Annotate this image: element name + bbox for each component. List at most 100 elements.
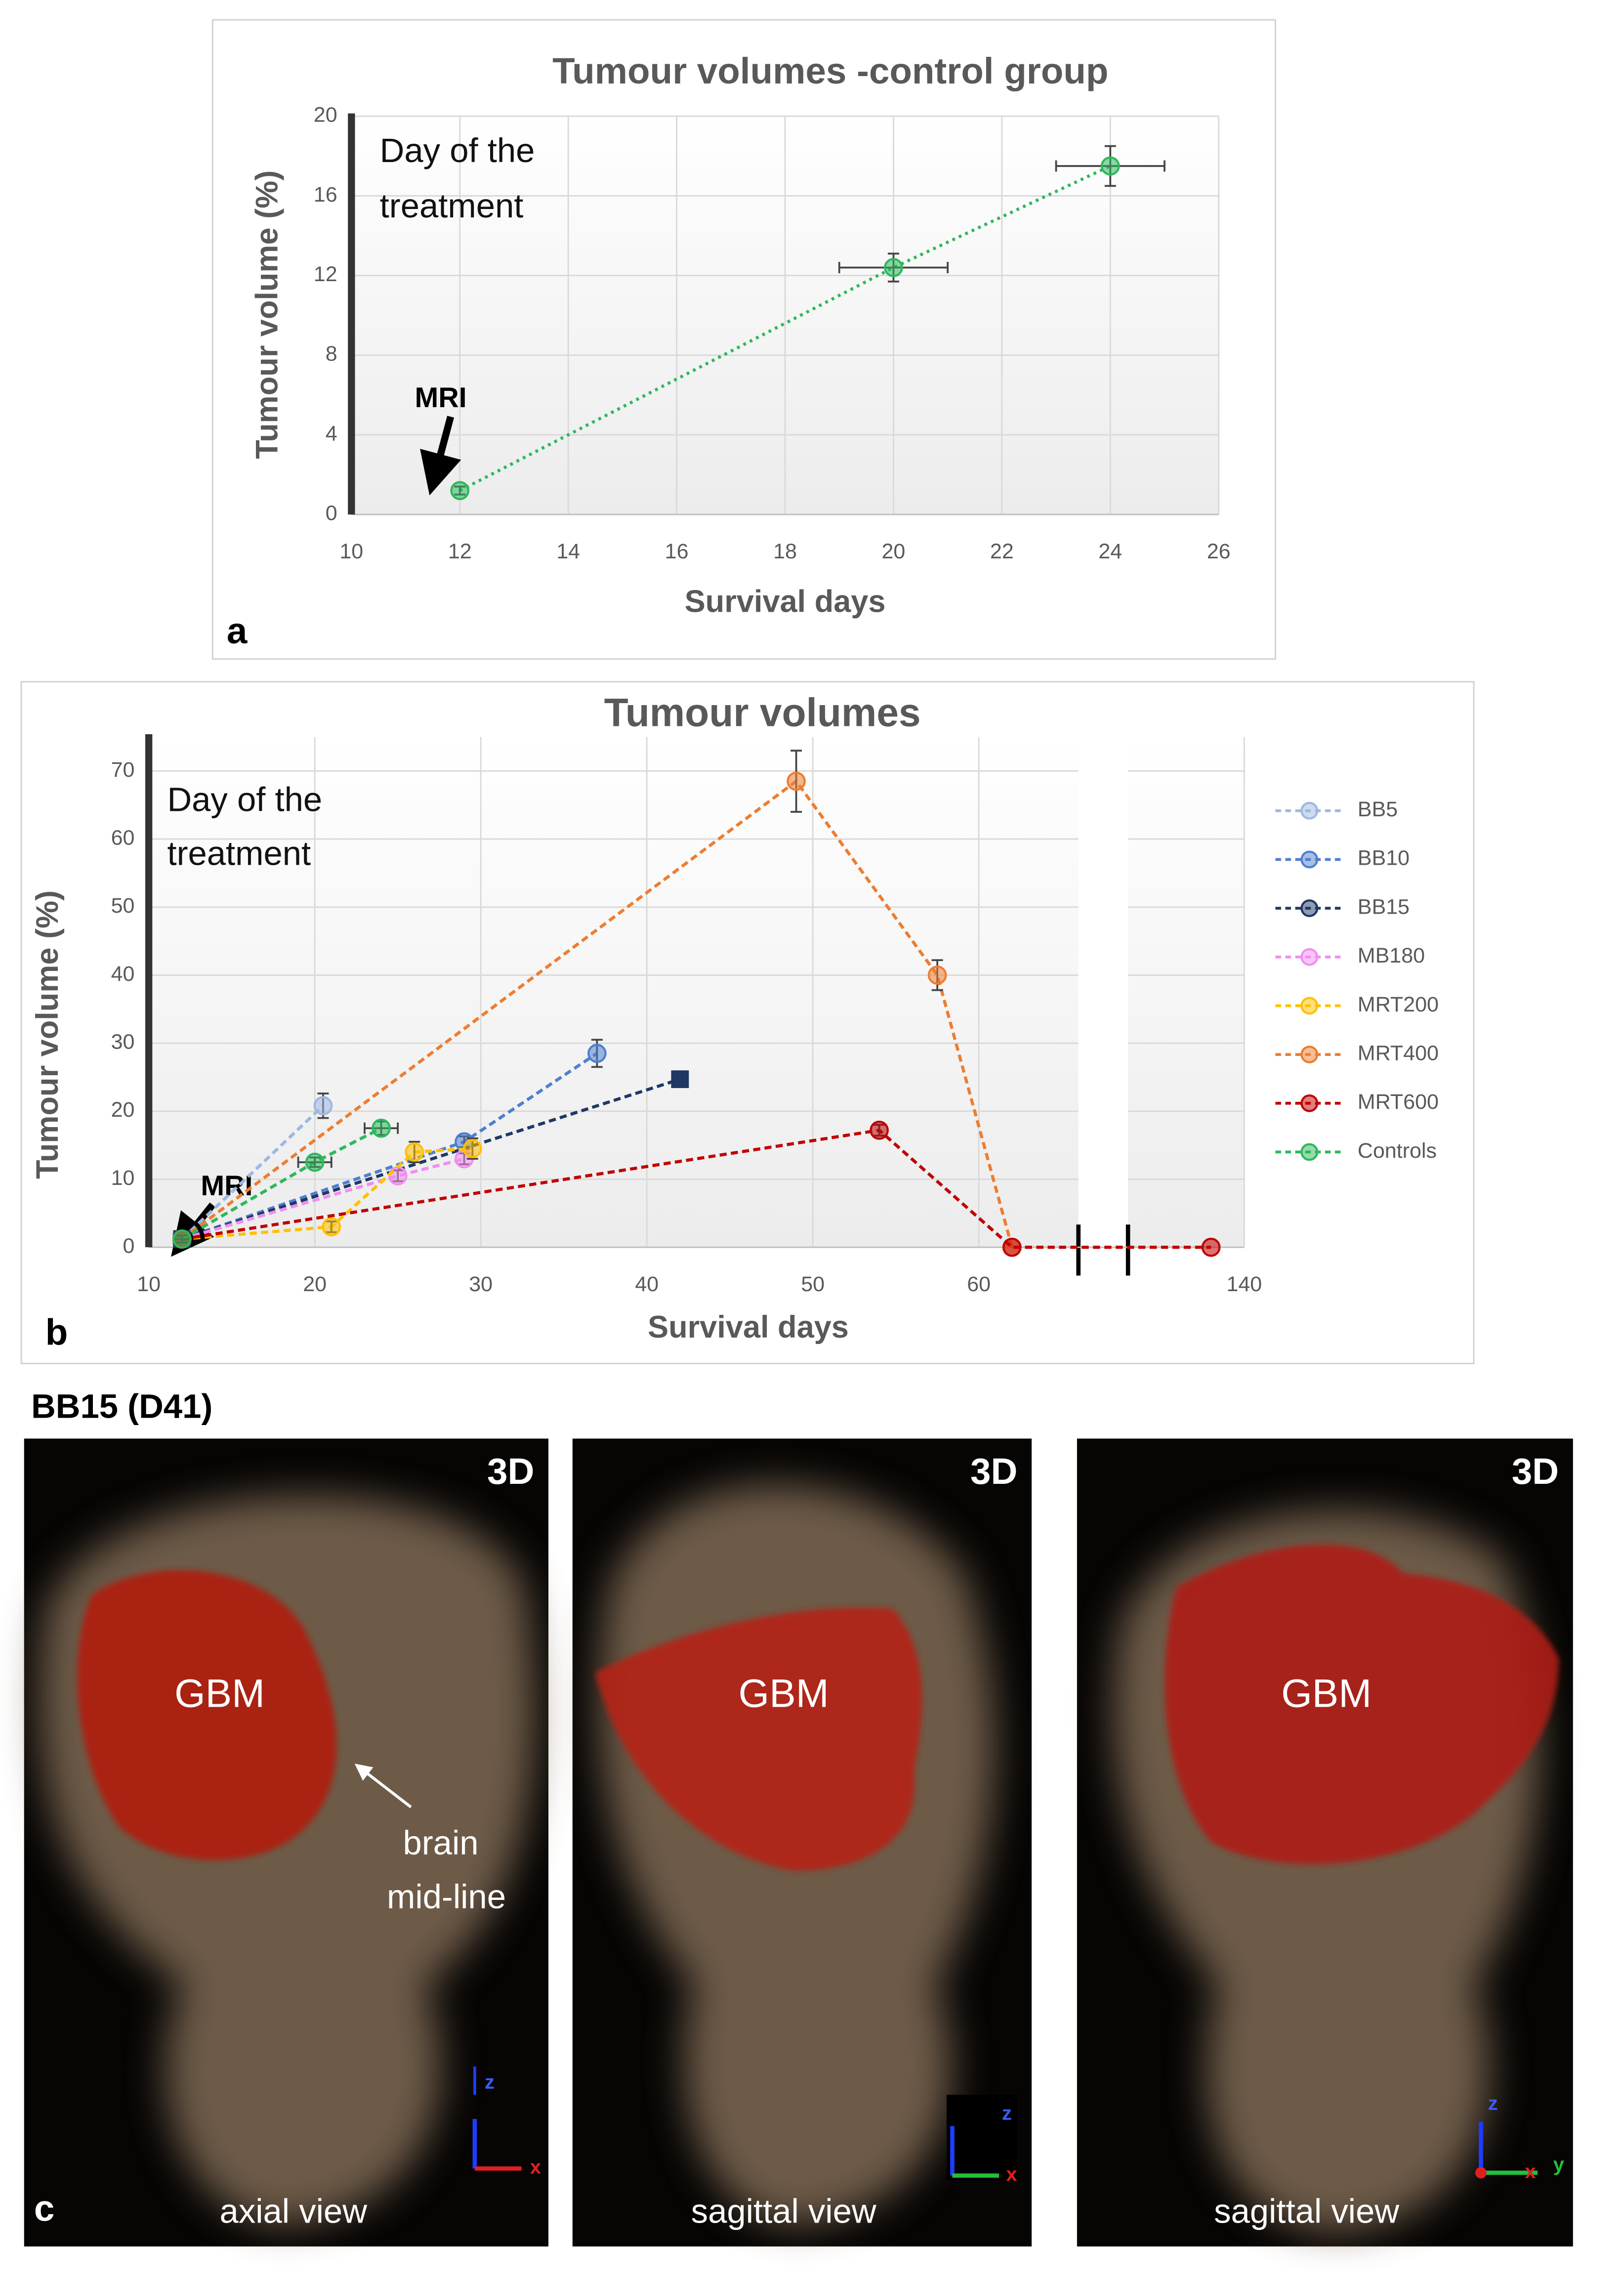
point [388, 1166, 408, 1185]
point [322, 1217, 341, 1237]
x-tick-label: 20 [881, 540, 905, 563]
series-line [459, 165, 1111, 492]
x-tick-label: 60 [967, 1272, 991, 1296]
series-line [181, 1157, 465, 1241]
y-axis-label: Tumour volume (%) [30, 890, 65, 1179]
point [1201, 1237, 1221, 1257]
annotation: Day of the [167, 781, 322, 819]
annotation: mid-line [387, 1878, 506, 1916]
chart-title: Tumour volumes [604, 691, 921, 735]
x-tick-label: 10 [137, 1272, 161, 1296]
point [587, 1044, 607, 1063]
axis-letter: x [530, 2156, 541, 2178]
axis-letter: x [1006, 2163, 1017, 2186]
legend-marker [1300, 1143, 1319, 1161]
y-tick-label: 20 [314, 103, 337, 127]
legend-marker [1300, 948, 1319, 966]
panel-label: c [34, 2187, 54, 2228]
axis-letter: y [1553, 2153, 1565, 2175]
badge: 3D [970, 1450, 1017, 1492]
point [884, 258, 903, 277]
annotation: treatment [380, 187, 524, 225]
x-tick-label: 30 [469, 1272, 493, 1296]
render-view [24, 1438, 549, 2247]
point [462, 1139, 482, 1158]
badge: 3D [1512, 1450, 1559, 1492]
tumour-label: GBM [1281, 1672, 1372, 1716]
series-line [182, 1147, 473, 1241]
chart-title: Tumour volumes -control group [552, 50, 1108, 91]
legend-label: MRT600 [1358, 1090, 1439, 1114]
point [305, 1152, 325, 1172]
point [172, 1229, 192, 1249]
series-line [181, 779, 1014, 1248]
y-tick-label: 16 [314, 183, 337, 207]
point [372, 1118, 391, 1138]
x-tick-label: 20 [303, 1272, 327, 1296]
x-tick-label: 50 [801, 1272, 825, 1296]
x-axis-label: Survival days [685, 585, 886, 619]
view-caption: sagittal view [691, 2192, 876, 2230]
axis-letter: z [1488, 2092, 1498, 2114]
y-tick-label: 20 [111, 1098, 135, 1122]
x-tick-label: 26 [1207, 540, 1231, 563]
point [927, 966, 947, 985]
axis-break [1078, 737, 1128, 1250]
legend-marker [1300, 899, 1319, 917]
render-view [572, 1438, 1032, 2247]
series-line [181, 1129, 1211, 1249]
series-line [181, 1078, 681, 1241]
y-tick-label: 40 [111, 962, 135, 986]
legend-label: BB10 [1358, 846, 1410, 870]
y-tick-label: 0 [123, 1234, 135, 1258]
legend-marker [1300, 1094, 1319, 1112]
legend-label: MB180 [1358, 944, 1425, 967]
annotation: MRI [415, 382, 466, 414]
axis-letter: z [1002, 2102, 1012, 2124]
render-view [1077, 1438, 1573, 2247]
view-caption: axial view [220, 2192, 368, 2230]
y-tick-label: 60 [111, 826, 135, 849]
legend-label: BB5 [1358, 798, 1398, 821]
legend-marker [1300, 997, 1319, 1015]
point [405, 1142, 424, 1162]
arrow [420, 416, 461, 496]
legend-marker [1300, 801, 1319, 820]
legend-label: BB15 [1358, 895, 1410, 919]
legend-label: MRT200 [1358, 993, 1439, 1016]
y-tick-label: 4 [326, 421, 337, 445]
y-tick-label: 10 [111, 1166, 135, 1190]
panel-title: BB15 (D41) [31, 1387, 212, 1425]
y-tick-label: 8 [326, 342, 337, 366]
x-tick-label: 10 [339, 540, 363, 563]
point [870, 1121, 889, 1140]
x-tick-label: 40 [635, 1272, 659, 1296]
x-tick-label: 140 [1226, 1272, 1262, 1296]
point [1100, 156, 1120, 176]
x-tick-label: 12 [448, 540, 472, 563]
axis-letter: z [485, 2071, 495, 2093]
x-tick-label: 24 [1098, 540, 1122, 563]
view-caption: sagittal view [1214, 2192, 1399, 2230]
legend-marker [1300, 850, 1319, 869]
point [787, 771, 806, 791]
point [313, 1096, 333, 1116]
panel-label: a [227, 610, 248, 651]
series-line [181, 1104, 325, 1240]
axis-letter: x [1525, 2160, 1536, 2183]
annotation: brain [403, 1824, 478, 1862]
tumour-label: GBM [739, 1672, 829, 1716]
point [1002, 1237, 1022, 1257]
legend-label: MRT400 [1358, 1041, 1439, 1065]
x-tick-label: 22 [990, 540, 1014, 563]
badge: 3D [487, 1450, 534, 1492]
panel-label: b [45, 1311, 68, 1353]
panel-c-texts: 3D GBM axial view z x 3D GBM sagittal view z x 3D G… [34, 1450, 1565, 2230]
y-axis-label: Tumour volume (%) [250, 170, 285, 459]
x-tick-label: 16 [665, 540, 689, 563]
legend-label: Controls [1358, 1139, 1437, 1163]
y-tick-label: 50 [111, 894, 135, 918]
y-tick-label: 12 [314, 262, 337, 286]
annotation: treatment [167, 835, 311, 873]
